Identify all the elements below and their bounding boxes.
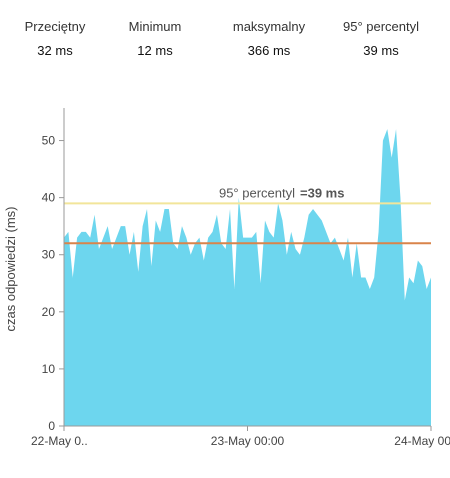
stats-bar: Przeciętny 32 ms Minimum 12 ms maksymaln… bbox=[0, 18, 450, 68]
reference-lines bbox=[64, 202, 431, 245]
y-tick-label: 50 bbox=[42, 134, 56, 148]
y-axis-title: czas odpowiedzi (ms) bbox=[3, 207, 18, 332]
stat-maximum-value: 366 ms bbox=[247, 43, 291, 58]
stat-minimum: Minimum 12 ms bbox=[100, 18, 210, 60]
stat-percentile-label: 95° percentyl bbox=[342, 19, 420, 34]
stat-minimum-value: 12 ms bbox=[137, 43, 173, 58]
percentile-label: 95° percentyl bbox=[219, 185, 295, 200]
response-time-chart: 0 10 20 30 40 50 22-May 0.. 23-May 00:00 24-May … bbox=[3, 108, 450, 448]
y-tick-label: 10 bbox=[42, 362, 56, 376]
y-tick-label: 30 bbox=[42, 248, 56, 262]
stat-minimum-label: Minimum bbox=[128, 19, 182, 34]
x-tick-label: 22-May 0.. bbox=[31, 434, 88, 448]
area-layer bbox=[64, 129, 431, 426]
stat-percentile-value: 39 ms bbox=[363, 43, 399, 58]
stat-maximum: maksymalny 366 ms bbox=[214, 18, 324, 60]
percentile-value-label: =39 ms bbox=[300, 185, 344, 200]
response-time-area bbox=[64, 129, 431, 426]
y-tick-label: 40 bbox=[42, 191, 56, 205]
stat-average-label: Przeciętny bbox=[24, 19, 86, 34]
x-tick-label: 23-May 00:00 bbox=[211, 434, 285, 448]
axes: 0 10 20 30 40 50 22-May 0.. 23-May 00:00 24-May … bbox=[31, 108, 450, 448]
y-tick-label: 0 bbox=[48, 419, 55, 433]
stat-percentile: 95° percentyl 39 ms bbox=[326, 18, 436, 60]
y-tick-label: 20 bbox=[42, 305, 56, 319]
stat-maximum-label: maksymalny bbox=[232, 19, 306, 34]
stat-average-value: 32 ms bbox=[37, 43, 73, 58]
stat-average: Przeciętny 32 ms bbox=[0, 18, 110, 60]
x-tick-label: 24-May 00:00 bbox=[394, 434, 450, 448]
